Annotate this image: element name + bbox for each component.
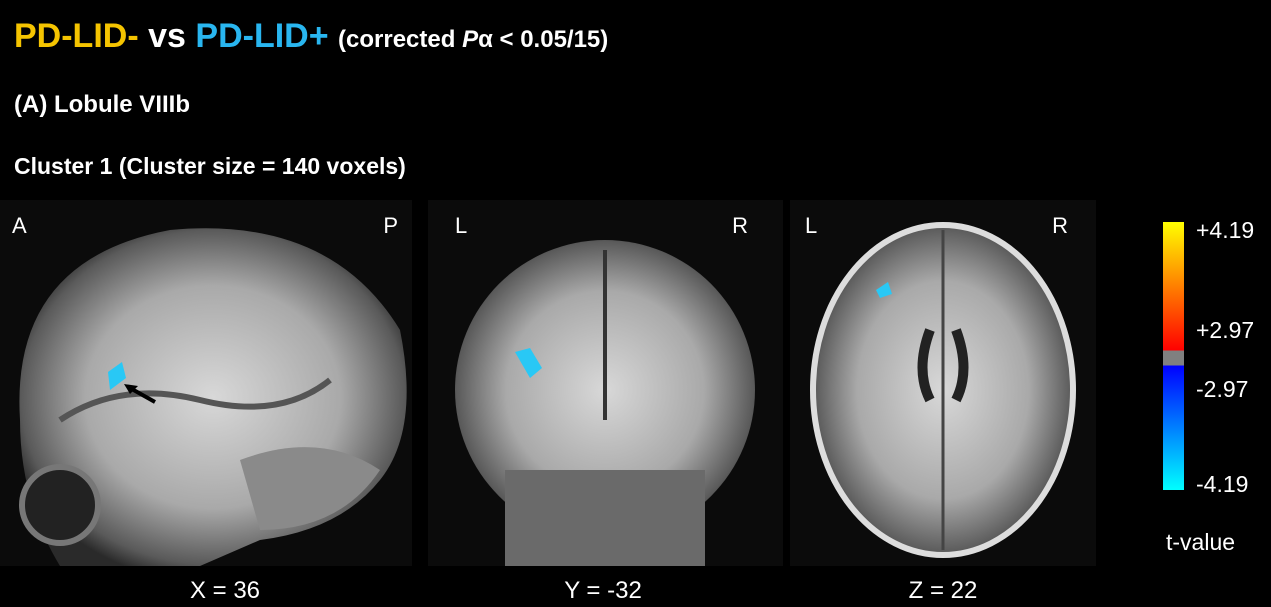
orientation-label: R <box>1052 213 1068 238</box>
colorbar-tick-label: +2.97 <box>1196 317 1254 343</box>
note-rest: α < 0.05/15) <box>478 26 608 53</box>
coordinate-label: Y = -32 <box>564 577 642 604</box>
colorbar-tick-label: +4.19 <box>1196 217 1254 243</box>
note: (corrected <box>338 26 462 53</box>
group1: PD-LID- <box>14 17 139 55</box>
colorbar-label: t-value <box>1166 529 1235 555</box>
cluster-label: Cluster 1 (Cluster size = 140 voxels) <box>14 153 406 179</box>
colorbar-tick-label: -2.97 <box>1196 376 1248 402</box>
orientation-label: L <box>455 213 467 238</box>
coordinate-label: Z = 22 <box>909 577 978 604</box>
colorbar <box>1163 222 1184 490</box>
coordinate-label: X = 36 <box>190 577 260 604</box>
orientation-label: A <box>12 213 27 238</box>
group2: PD-LID+ <box>195 17 328 55</box>
section-label: (A) Lobule VIIIb <box>14 91 190 118</box>
figure: PD-LID- vs PD-LID+ (corrected Pα < 0.05/… <box>0 0 1271 607</box>
colorbar-tick-label: -4.19 <box>1196 471 1248 497</box>
orientation-label: P <box>383 213 398 238</box>
axial-slice <box>790 200 1096 566</box>
note-p: P <box>462 26 479 53</box>
orientation-label: R <box>732 213 748 238</box>
coronal-slice <box>428 200 783 566</box>
sagittal-slice <box>0 200 412 566</box>
orientation-label: L <box>805 213 817 238</box>
vs: vs <box>148 17 186 55</box>
